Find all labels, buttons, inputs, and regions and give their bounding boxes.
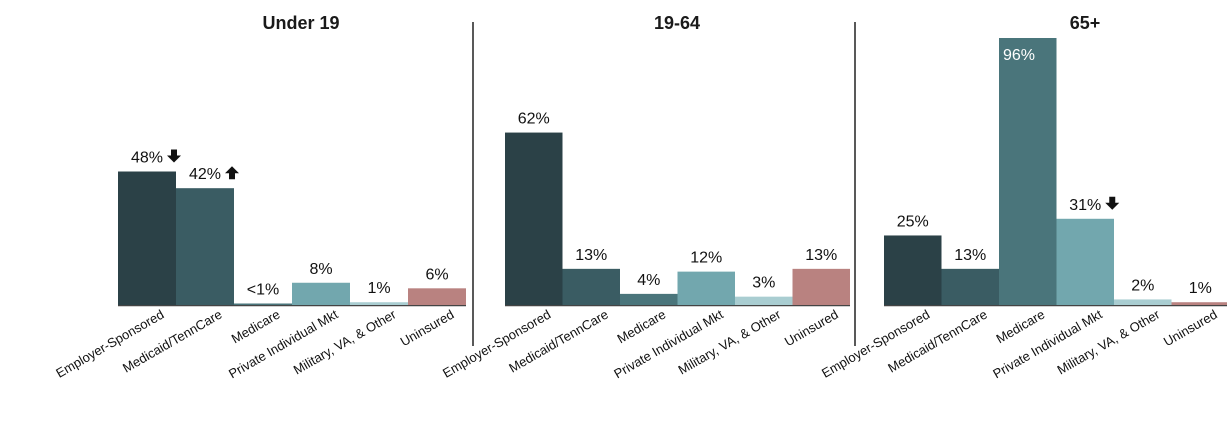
category-label: Private Individual Mkt	[226, 306, 341, 381]
category-label: Private Individual Mkt	[611, 306, 726, 381]
category-label: Employer-Sponsored	[440, 307, 553, 381]
category-label: Medicaid/TennCare	[506, 307, 611, 376]
panel-title: 19-64	[654, 13, 700, 33]
bar-employer-sponsored	[884, 235, 942, 305]
category-label: Military, VA, & Other	[1054, 306, 1162, 377]
data-label: 1%	[367, 280, 390, 297]
panel-title: Under 19	[262, 13, 339, 33]
bar-uninsured	[792, 268, 850, 305]
data-label: 13%	[954, 247, 986, 264]
bar-medicaid-tenncare	[562, 268, 620, 305]
category-label: Military, VA, & Other	[291, 306, 399, 377]
bar-medicaid-tenncare	[941, 268, 999, 305]
data-label: 4%	[637, 272, 660, 289]
bar-military-va-other	[1114, 299, 1172, 305]
data-label: 31%	[1069, 197, 1101, 214]
bar-employer-sponsored	[505, 132, 563, 305]
category-label: Private Individual Mkt	[990, 306, 1105, 381]
category-label: Uninsured	[782, 307, 841, 350]
category-label: Military, VA, & Other	[675, 306, 783, 377]
arrow-down-icon	[167, 149, 181, 163]
panel-2: 19-64 62% Employer-Sponsored 13% Medicaid/Te…	[440, 13, 850, 381]
data-label: 48%	[131, 150, 163, 167]
data-label: 3%	[752, 275, 775, 292]
data-label: 62%	[518, 111, 550, 128]
data-label: <1%	[247, 282, 279, 299]
category-label: Employer-Sponsored	[53, 307, 166, 381]
bar-private-individual-mkt	[1056, 218, 1114, 305]
data-label: 1%	[1189, 280, 1212, 297]
data-label: 13%	[805, 247, 837, 264]
bar-uninsured	[1171, 302, 1227, 305]
panel-title: 65+	[1070, 13, 1101, 33]
data-label: 25%	[897, 213, 929, 230]
category-label: Uninsured	[1161, 307, 1220, 350]
data-label: 8%	[309, 261, 332, 278]
bar-medicare	[620, 293, 678, 305]
bar-military-va-other	[735, 296, 793, 305]
panel-1: Under 19 48% Employer-Sponsored 42% Medicaid…	[53, 13, 466, 381]
bar-medicare	[999, 38, 1057, 305]
bar-uninsured	[408, 288, 466, 305]
bar-employer-sponsored	[118, 171, 176, 305]
category-label: Medicaid/TennCare	[120, 307, 225, 376]
panel-3: 65+25%Employer-Sponsored13%Medicaid/Tenn…	[819, 13, 1227, 381]
data-label: 42%	[189, 166, 221, 183]
data-label: 13%	[575, 247, 607, 264]
data-label: 96%	[1003, 47, 1035, 64]
bar-medicaid-tenncare	[176, 188, 234, 305]
category-label: Uninsured	[398, 307, 457, 350]
arrow-up-icon	[225, 166, 239, 180]
arrow-down-icon	[1105, 196, 1120, 210]
data-label: 12%	[690, 250, 722, 267]
bar-military-va-other	[350, 302, 408, 305]
data-label: 6%	[425, 266, 448, 283]
bar-private-individual-mkt	[292, 282, 350, 305]
bar-medicare	[234, 303, 292, 305]
category-label: Medicaid/TennCare	[885, 307, 990, 376]
data-label: 2%	[1131, 277, 1154, 294]
bar-private-individual-mkt	[677, 271, 735, 305]
